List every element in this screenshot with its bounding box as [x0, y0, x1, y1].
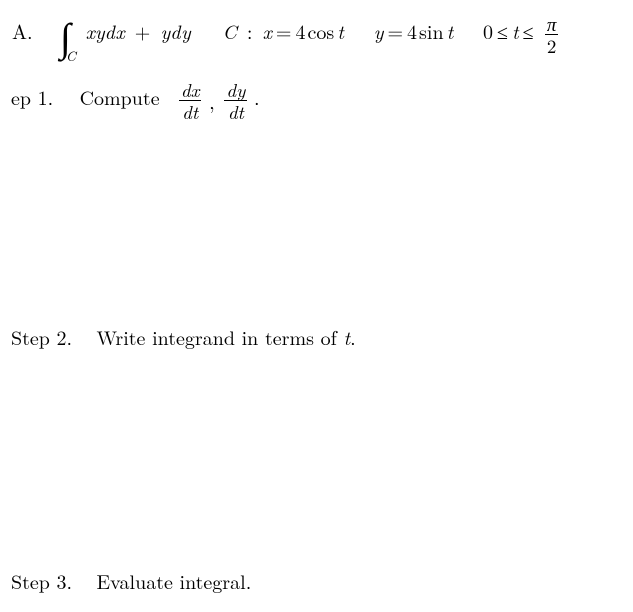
dydt-den: dt: [224, 101, 247, 121]
step2-line: Step 2. Write integrand in terms of t.: [11, 322, 356, 351]
step1-text: Compute: [80, 82, 160, 111]
step3-text: Evaluate integral.: [96, 566, 251, 595]
curve-def: C : x=4cost: [223, 16, 351, 45]
t-upper-den: 2: [545, 35, 559, 55]
problem-line: A. ∫C xydx + ydy C : x=4cost y=4sint 0≤t…: [12, 14, 558, 55]
step2-label: Step 2.: [11, 322, 72, 351]
step3-label: Step 3.: [11, 566, 72, 595]
step2-text-pre: Write integrand in terms of: [96, 322, 343, 351]
dydt-frac: dy dt: [224, 80, 247, 121]
step2-text-post: .: [350, 322, 356, 351]
step1-line: ep 1. Compute dx dt , dy dt .: [11, 80, 260, 121]
problem-label: A.: [12, 16, 33, 45]
dxdt-frac: dx dt: [179, 80, 202, 121]
step3-line: Step 3. Evaluate integral.: [11, 566, 251, 595]
t-upper-frac: π 2: [545, 14, 559, 55]
integral-sub: C: [66, 46, 76, 66]
t-range: 0≤t≤ π 2: [483, 16, 558, 45]
dxdt-den: dt: [179, 101, 202, 121]
page: A. ∫C xydx + ydy C : x=4cost y=4sint 0≤t…: [0, 0, 633, 612]
y-def: y=4sint: [374, 16, 461, 45]
step1-label: ep 1.: [11, 82, 53, 111]
step1-sep: ,: [208, 86, 218, 115]
step1-period: .: [254, 82, 260, 111]
integrand: xydx + ydy: [86, 16, 198, 45]
